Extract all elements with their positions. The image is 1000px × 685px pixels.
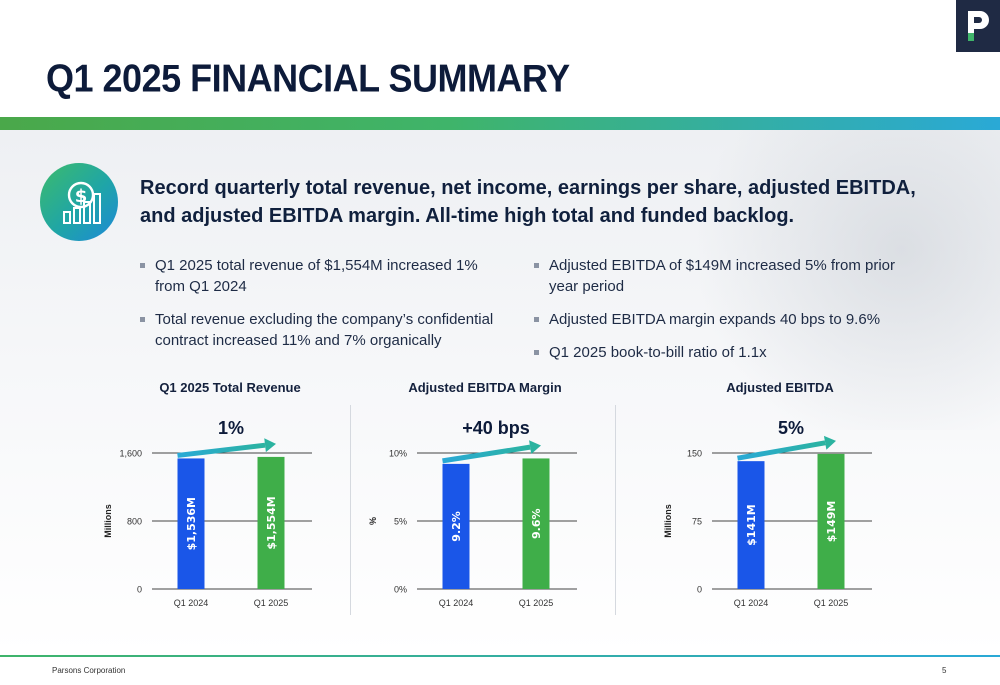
change-label: +40 bps <box>462 418 530 438</box>
x-tick-label: Q1 2024 <box>734 598 769 608</box>
change-arrow <box>442 440 541 464</box>
y-tick-label: 10% <box>389 449 407 459</box>
chart-svg: Adjusted EBITDA Margin 0% 5% 10%% 9.2% Q1 202… <box>368 380 577 608</box>
chart-adjusted-ebitda: Adjusted EBITDA 0 75 150 Millions $141M Q1 202… <box>640 372 930 622</box>
bullet-item: Q1 2025 total revenue of $1,554M increas… <box>138 255 508 297</box>
y-tick-label: 5% <box>394 517 407 527</box>
bar <box>257 456 285 589</box>
y-axis-label: Millions <box>103 504 113 538</box>
footer-rule <box>0 655 1000 657</box>
y-axis-label: Millions <box>663 504 673 538</box>
y-tick-label: 0% <box>394 585 407 595</box>
company-logo <box>956 0 1000 52</box>
footer-company: Parsons Corporation <box>52 666 126 675</box>
background-texture <box>0 130 1000 655</box>
chart-svg: Adjusted EBITDA 0 75 150 Millions $141M Q1 202… <box>663 380 872 608</box>
bullet-item: Adjusted EBITDA of $149M increased 5% fr… <box>532 255 902 297</box>
chart-title: Adjusted EBITDA <box>726 380 834 395</box>
y-axis-label: % <box>368 517 378 525</box>
x-tick-label: Q1 2024 <box>174 598 209 608</box>
x-tick-label: Q1 2024 <box>439 598 474 608</box>
data-label: $141M <box>745 504 758 546</box>
y-tick-label: 0 <box>697 585 702 595</box>
chart-total-revenue: Q1 2025 Total Revenue 0 800 1,600 Millions $1… <box>80 372 370 622</box>
y-tick-label: 150 <box>687 449 702 459</box>
y-tick-label: 0 <box>137 585 142 595</box>
header-stripe <box>0 117 1000 130</box>
bullet-list-right: Adjusted EBITDA of $149M increased 5% fr… <box>532 255 902 375</box>
bullet-item: Q1 2025 book-to-bill ratio of 1.1x <box>532 342 902 363</box>
y-tick-label: 800 <box>127 517 142 527</box>
data-label: $1,554M <box>265 496 278 549</box>
page-number: 5 <box>942 666 947 675</box>
change-arrow <box>177 438 276 458</box>
change-label: 5% <box>778 418 804 438</box>
chart-title: Q1 2025 Total Revenue <box>159 380 300 395</box>
change-arrow <box>737 435 836 461</box>
bar <box>737 461 765 589</box>
bar <box>817 453 845 589</box>
x-tick-label: Q1 2025 <box>254 598 289 608</box>
bar <box>442 463 470 589</box>
chart-title: Adjusted EBITDA Margin <box>408 380 561 395</box>
x-tick-label: Q1 2025 <box>519 598 554 608</box>
change-label: 1% <box>218 418 244 438</box>
logo-mark-icon <box>968 11 989 41</box>
chart-ebitda-margin: Adjusted EBITDA Margin 0% 5% 10%% 9.2% Q1 202… <box>345 372 635 622</box>
data-label: $149M <box>825 501 838 543</box>
x-tick-label: Q1 2025 <box>814 598 849 608</box>
chart-svg: Q1 2025 Total Revenue 0 800 1,600 Millions $1… <box>103 380 312 608</box>
bullet-list-left: Q1 2025 total revenue of $1,554M increas… <box>138 255 508 363</box>
data-label: 9.6% <box>530 508 543 539</box>
bar <box>522 458 550 589</box>
bullet-item: Adjusted EBITDA margin expands 40 bps to… <box>532 309 902 330</box>
chart-divider <box>615 405 616 615</box>
chart-divider <box>350 405 351 615</box>
page-title: Q1 2025 FINANCIAL SUMMARY <box>46 56 570 101</box>
y-tick-label: 1,600 <box>119 449 142 459</box>
headline-statement: Record quarterly total revenue, net inco… <box>140 177 916 227</box>
y-tick-label: 75 <box>692 517 702 527</box>
svg-text:$: $ <box>75 186 88 207</box>
money-growth-icon: $ <box>40 163 118 241</box>
data-label: 9.2% <box>450 511 463 542</box>
data-label: $1,536M <box>185 497 198 550</box>
bar <box>177 458 205 589</box>
bullet-item: Total revenue excluding the company’s co… <box>138 309 508 351</box>
